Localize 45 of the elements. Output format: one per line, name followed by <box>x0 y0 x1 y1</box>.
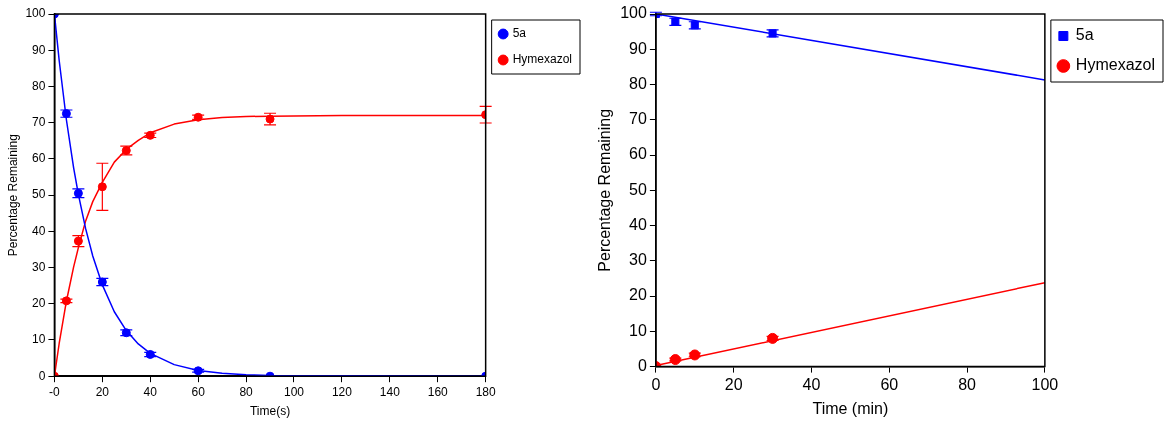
y-tick-label: 10 <box>629 321 647 339</box>
legend-label: Hymexazol <box>1075 56 1156 74</box>
y-tick-label: 30 <box>32 259 46 274</box>
legend-label: 5a <box>1075 26 1094 44</box>
y-tick-label: 70 <box>629 110 647 128</box>
x-tick-label: 120 <box>331 384 353 399</box>
y-tick-label: 100 <box>25 6 46 21</box>
y-tick-label: 40 <box>32 223 46 238</box>
x-tick-label: -0 <box>49 384 61 399</box>
x-tick-label: 140 <box>379 384 401 399</box>
x-tick-label: 180 <box>475 384 496 399</box>
x-tick-label: 100 <box>1031 375 1059 393</box>
y-tick-label: 30 <box>629 251 647 269</box>
y-tick-label: 80 <box>629 74 647 92</box>
y-tick-label: 50 <box>629 180 647 198</box>
y-tick-label: 80 <box>32 78 46 93</box>
x-axis-title: Time(s) <box>249 404 291 419</box>
x-tick-label: 60 <box>191 384 206 399</box>
x-tick-label: 80 <box>239 384 254 399</box>
y-tick-label: 100 <box>620 4 647 22</box>
x-tick-label: 40 <box>802 375 821 393</box>
y-tick-label: 40 <box>629 215 647 233</box>
x-tick-label: 20 <box>95 384 110 399</box>
y-tick-label: 20 <box>629 286 647 304</box>
x-tick-label: 0 <box>651 375 661 393</box>
x-tick-label: 60 <box>880 375 899 393</box>
y-tick-label: 60 <box>32 151 46 166</box>
x-tick-label: 80 <box>958 375 977 393</box>
x-tick-label: 40 <box>143 384 158 399</box>
y-tick-label: 60 <box>629 145 647 163</box>
x-axis-title: Time (min) <box>812 399 889 417</box>
y-tick-label: 50 <box>32 187 46 202</box>
y-tick-label: 10 <box>32 332 46 347</box>
y-tick-label: 70 <box>32 114 46 129</box>
x-tick-label: 20 <box>724 375 743 393</box>
y-tick-label: 20 <box>32 296 46 311</box>
legend-label: 5a <box>512 26 527 41</box>
x-tick-label: 160 <box>427 384 449 399</box>
y-axis-title: Percentage Remaining <box>596 108 614 272</box>
y-tick-label: 0 <box>637 357 647 375</box>
y-axis-title: Percentage Remaining <box>5 134 20 257</box>
x-tick-label: 100 <box>283 384 305 399</box>
legend-label: Hymexazol <box>512 52 573 67</box>
y-tick-label: 90 <box>32 42 46 57</box>
y-tick-label: 90 <box>629 39 647 57</box>
